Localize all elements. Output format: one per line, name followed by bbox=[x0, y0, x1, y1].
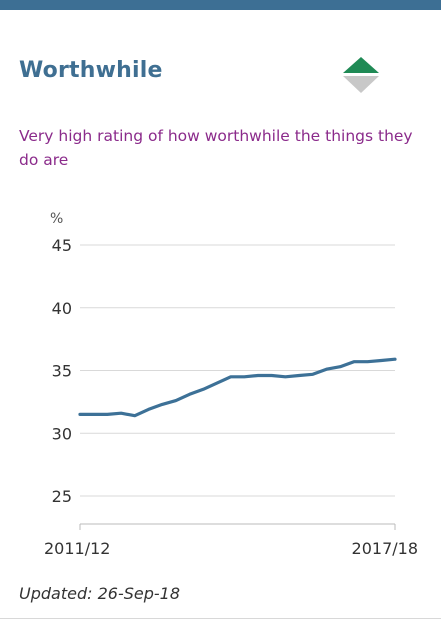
y-tick-label: 35 bbox=[52, 362, 72, 381]
y-tick-label: 45 bbox=[52, 236, 72, 255]
y-tick-label: 25 bbox=[52, 487, 72, 506]
x-tick-label: 2011/12 bbox=[44, 539, 110, 558]
top-accent-bar bbox=[0, 0, 441, 10]
card-subtitle: Very high rating of how worthwhile the t… bbox=[19, 127, 413, 169]
y-tick-label: 40 bbox=[52, 299, 72, 318]
line-chart: % 45 40 35 30 25 2011/12 2017/18 bbox=[44, 211, 418, 558]
series-line bbox=[78, 357, 397, 418]
series-layer bbox=[78, 357, 397, 418]
y-axis-unit-label: % bbox=[50, 211, 63, 227]
updated-date: Updated: 26-Sep-18 bbox=[19, 584, 180, 603]
x-tick-label: 2017/18 bbox=[352, 539, 418, 558]
card-title: Worthwhile bbox=[19, 58, 163, 83]
bottom-divider bbox=[0, 618, 441, 619]
trend-down-arrow-icon bbox=[343, 76, 379, 93]
up-down-diamond-icon bbox=[343, 57, 379, 93]
y-tick-label: 30 bbox=[52, 424, 72, 443]
trend-up-arrow-icon bbox=[343, 57, 379, 73]
gridlines bbox=[80, 244, 395, 497]
x-axis: 2011/12 2017/18 bbox=[44, 523, 418, 558]
y-tick-labels: 45 40 35 30 25 bbox=[52, 236, 72, 506]
